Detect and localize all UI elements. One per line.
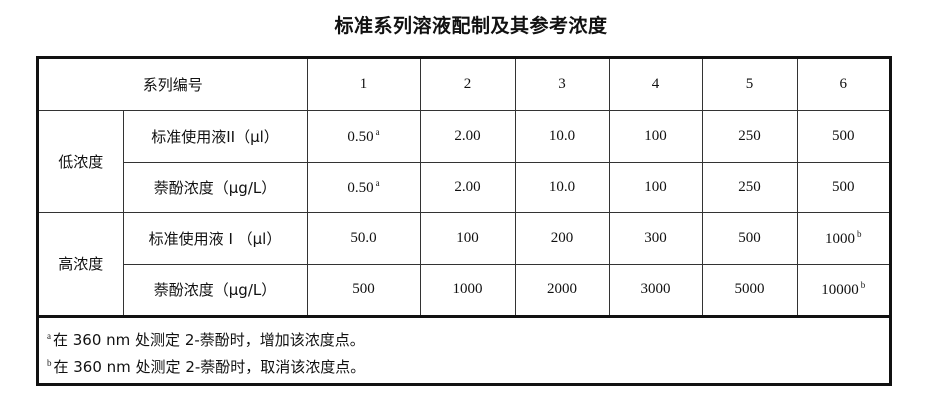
footnote-mark: b — [860, 280, 866, 291]
cell-value: 1000 — [419, 263, 516, 315]
value-text: 250 — [738, 178, 761, 195]
value-text: 250 — [738, 127, 761, 144]
table-row: 低浓度 标准使用液II（μl） 0.50 a 2.00 10.0 100 250 500 — [39, 109, 890, 213]
cell-value: 0.50 a — [306, 109, 421, 163]
cell-value: 100 — [419, 211, 516, 265]
value-text: 500 — [738, 229, 761, 246]
series-number: 4 — [608, 59, 703, 111]
cell-value: 3000 — [608, 263, 703, 315]
value-text: 100 — [644, 178, 667, 195]
cell-value: 0.50 a — [306, 161, 421, 213]
value-text: 500 — [832, 178, 855, 195]
cell-value: 200 — [514, 211, 610, 265]
value-text: 10.0 — [548, 178, 576, 195]
table-row: 萘酚浓度（μg/L） 0.50 a 2.00 10.0 100 250 500 — [39, 161, 890, 213]
value-text: 1000 — [452, 281, 483, 298]
cell-value: 5000 — [701, 263, 798, 315]
cell-value: 500 — [701, 211, 798, 265]
value-text: 3000 — [640, 281, 671, 298]
value-text: 2.00 — [454, 178, 481, 195]
cell-value: 50.0 — [306, 211, 421, 265]
footnote-text: 在 360 nm 处测定 2-萘酚时，取消该浓度点。 — [53, 358, 366, 376]
cell-value: 300 — [608, 211, 703, 265]
value-text: 200 — [550, 229, 574, 246]
value-text: 10.0 — [548, 127, 576, 144]
row-label: 萘酚浓度（μg/L） — [123, 161, 308, 213]
cell-value: 100 — [608, 161, 703, 213]
cell-value: 2000 — [514, 263, 610, 315]
header-row: 系列编号 1 2 3 4 5 6 — [39, 59, 890, 111]
cell-value: 500 — [796, 109, 890, 163]
header-label: 系列编号 — [39, 59, 308, 111]
value-text: 500 — [832, 127, 855, 144]
cell-value: 1000 b — [796, 211, 890, 265]
table-title: 标准系列溶液配制及其参考浓度 — [334, 15, 608, 37]
cell-value: 100 — [608, 109, 703, 163]
cell-value: 250 — [701, 161, 798, 213]
footnote-mark: a — [47, 331, 51, 341]
row-label: 萘酚浓度（μg/L） — [123, 263, 308, 315]
value-text: 300 — [644, 229, 667, 246]
value-text: 100 — [644, 127, 667, 144]
value-text: 50.0 — [350, 229, 377, 246]
footnote-mark: b — [857, 228, 862, 239]
group-label: 低浓度 — [39, 109, 124, 213]
value-text: 0.50 — [347, 179, 374, 196]
footnote-mark: b — [47, 358, 52, 368]
table-row: 高浓度 标准使用液 I （μl） 50.0 100 200 300 500 1000 b — [39, 211, 890, 315]
series-number: 2 — [419, 59, 516, 111]
value-text: 5000 — [734, 281, 765, 298]
series-number: 5 — [701, 59, 798, 111]
series-number: 3 — [514, 59, 610, 111]
footnote-mark: a — [375, 177, 380, 188]
footnote-mark: a — [375, 126, 380, 137]
table-row: 萘酚浓度（μg/L） 500 1000 2000 3000 5000 10000 b — [39, 263, 890, 315]
cell-value: 10.0 — [514, 161, 610, 213]
series-number: 1 — [306, 59, 421, 111]
cell-value: 2.00 — [419, 161, 516, 213]
value-text: 1000 — [825, 230, 856, 247]
cell-value: 2.00 — [419, 109, 516, 163]
value-text: 0.50 — [347, 128, 374, 145]
row-label: 标准使用液II（μl） — [122, 109, 308, 163]
cell-value: 500 — [796, 161, 890, 213]
cell-value: 10.0 — [514, 109, 610, 163]
value-text: 2000 — [547, 281, 578, 298]
series-number: 6 — [796, 59, 890, 111]
cell-value: 10000 b — [796, 263, 890, 315]
value-text: 100 — [456, 229, 479, 246]
data-table: 系列编号 1 2 3 4 5 6 低浓度 标准使用液II（μl） 0.50 a 2.00 10.0 100… — [36, 56, 892, 386]
footnote-text: 在 360 nm 处测定 2-萘酚时，增加该浓度点。 — [53, 331, 365, 349]
cell-value: 250 — [701, 109, 798, 163]
value-text: 2.00 — [454, 127, 481, 144]
value-text: 500 — [352, 281, 375, 298]
cell-value: 500 — [306, 263, 421, 315]
value-text: 10000 — [821, 282, 859, 299]
row-label: 标准使用液 I （μl） — [122, 211, 308, 265]
group-label: 高浓度 — [39, 211, 124, 315]
